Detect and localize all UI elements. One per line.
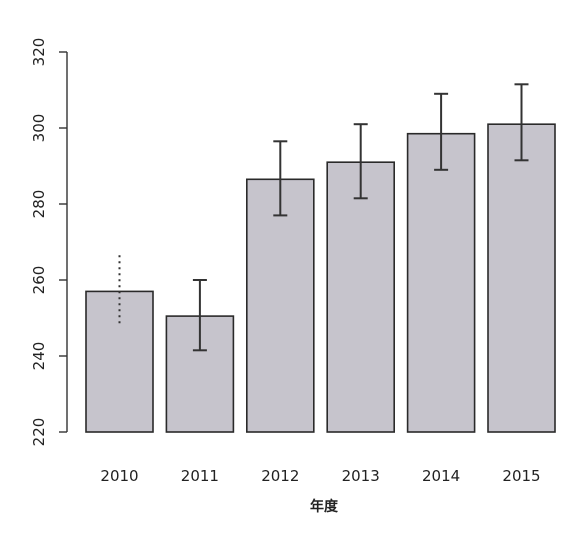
y-tick-label: 240 xyxy=(30,342,48,371)
y-tick-label: 280 xyxy=(30,190,48,219)
bar-2012 xyxy=(246,178,315,433)
error-bars xyxy=(118,83,529,352)
error-bar-2011 xyxy=(192,279,207,352)
x-tick-label-2010: 2010 xyxy=(100,467,138,485)
y-tick-label: 320 xyxy=(30,38,48,67)
x-tick-label-2013: 2013 xyxy=(342,467,380,485)
bar-2013 xyxy=(326,161,396,433)
x-axis-tick-labels: 2010 2011 2012 2013 2014 2015 xyxy=(100,467,540,485)
bars xyxy=(85,123,556,433)
bar-2015 xyxy=(487,123,556,433)
error-bar-2015 xyxy=(514,83,529,162)
x-tick-label-2012: 2012 xyxy=(261,467,299,485)
y-tick-label: 260 xyxy=(30,266,48,295)
bar-2010 xyxy=(85,290,154,433)
y-tick-label: 300 xyxy=(30,114,48,143)
error-bar-2014 xyxy=(434,92,449,171)
error-bar-2012 xyxy=(273,140,288,217)
x-tick-label-2011: 2011 xyxy=(181,467,219,485)
x-tick-label-2015: 2015 xyxy=(502,467,540,485)
bar-2014 xyxy=(406,132,476,433)
x-tick-label-2014: 2014 xyxy=(422,467,460,485)
y-axis-ticks: 220 240 260 280 300 320 xyxy=(30,38,67,447)
x-axis-label: 年度 xyxy=(310,498,339,515)
error-bar-2013 xyxy=(353,123,368,200)
y-tick-label: 220 xyxy=(30,418,48,447)
